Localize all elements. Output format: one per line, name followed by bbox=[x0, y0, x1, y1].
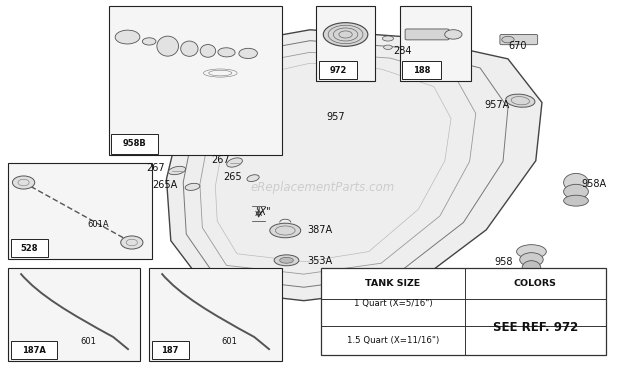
Text: 972: 972 bbox=[329, 66, 347, 75]
Bar bbox=[321, 268, 606, 355]
Ellipse shape bbox=[384, 45, 392, 49]
Text: 187: 187 bbox=[161, 346, 179, 355]
Text: 353A: 353A bbox=[307, 256, 332, 266]
Bar bbox=[316, 6, 375, 81]
Ellipse shape bbox=[506, 94, 535, 107]
Ellipse shape bbox=[564, 184, 588, 199]
Ellipse shape bbox=[157, 36, 179, 56]
Bar bbox=[402, 61, 441, 79]
Text: 601: 601 bbox=[81, 337, 97, 346]
Bar bbox=[152, 341, 188, 359]
Ellipse shape bbox=[564, 173, 588, 192]
Bar bbox=[11, 239, 48, 257]
Ellipse shape bbox=[199, 68, 241, 78]
Ellipse shape bbox=[185, 183, 200, 191]
Ellipse shape bbox=[520, 253, 543, 266]
FancyBboxPatch shape bbox=[405, 29, 449, 40]
Text: 265: 265 bbox=[223, 172, 242, 182]
Ellipse shape bbox=[383, 36, 394, 41]
Text: 528: 528 bbox=[20, 244, 38, 253]
Ellipse shape bbox=[516, 245, 546, 258]
Ellipse shape bbox=[210, 45, 256, 62]
Ellipse shape bbox=[274, 255, 299, 266]
Ellipse shape bbox=[180, 41, 198, 56]
Text: 670: 670 bbox=[508, 41, 526, 51]
Polygon shape bbox=[167, 30, 542, 301]
Ellipse shape bbox=[143, 38, 156, 45]
Text: "X": "X" bbox=[255, 207, 270, 217]
Ellipse shape bbox=[247, 175, 259, 181]
Ellipse shape bbox=[522, 261, 541, 274]
Text: 1.5 Quart (X=11/16"): 1.5 Quart (X=11/16") bbox=[347, 336, 439, 345]
Bar bbox=[8, 162, 153, 259]
Text: 958A: 958A bbox=[581, 178, 606, 189]
Bar bbox=[109, 6, 282, 155]
Text: 284: 284 bbox=[393, 46, 412, 56]
Bar bbox=[8, 268, 140, 361]
Text: 601A: 601A bbox=[87, 220, 108, 229]
Bar bbox=[149, 268, 282, 361]
Circle shape bbox=[12, 176, 35, 189]
Ellipse shape bbox=[169, 166, 185, 175]
Ellipse shape bbox=[270, 223, 301, 238]
Ellipse shape bbox=[280, 257, 293, 263]
Ellipse shape bbox=[323, 23, 368, 46]
Ellipse shape bbox=[239, 48, 257, 58]
Text: 265A: 265A bbox=[153, 180, 177, 190]
Bar bbox=[112, 134, 158, 154]
Ellipse shape bbox=[218, 48, 235, 57]
Text: 267: 267 bbox=[146, 163, 165, 173]
Text: 958B: 958B bbox=[123, 139, 146, 148]
Ellipse shape bbox=[200, 45, 216, 57]
Ellipse shape bbox=[227, 158, 242, 167]
Text: eReplacementParts.com: eReplacementParts.com bbox=[250, 181, 394, 195]
Text: 958: 958 bbox=[494, 257, 513, 268]
Circle shape bbox=[121, 236, 143, 249]
Text: SEE REF. 972: SEE REF. 972 bbox=[493, 321, 578, 334]
Bar bbox=[319, 61, 357, 79]
Ellipse shape bbox=[564, 195, 588, 206]
Text: 601: 601 bbox=[221, 337, 237, 346]
FancyBboxPatch shape bbox=[206, 53, 259, 81]
Text: 387A: 387A bbox=[307, 225, 332, 235]
Bar bbox=[11, 341, 57, 359]
Text: 957: 957 bbox=[327, 112, 345, 122]
Ellipse shape bbox=[194, 73, 247, 88]
FancyBboxPatch shape bbox=[500, 35, 538, 45]
Ellipse shape bbox=[445, 30, 462, 39]
Ellipse shape bbox=[502, 36, 514, 43]
Text: 267: 267 bbox=[211, 155, 229, 165]
Ellipse shape bbox=[115, 30, 140, 44]
Text: 957A: 957A bbox=[484, 100, 510, 111]
Text: 187A: 187A bbox=[22, 346, 46, 355]
Text: 188: 188 bbox=[413, 66, 430, 75]
Bar bbox=[400, 6, 471, 81]
Text: COLORS: COLORS bbox=[514, 279, 557, 288]
Text: TANK SIZE: TANK SIZE bbox=[365, 279, 420, 288]
Text: 1 Quart (X=5/16"): 1 Quart (X=5/16") bbox=[353, 299, 432, 308]
